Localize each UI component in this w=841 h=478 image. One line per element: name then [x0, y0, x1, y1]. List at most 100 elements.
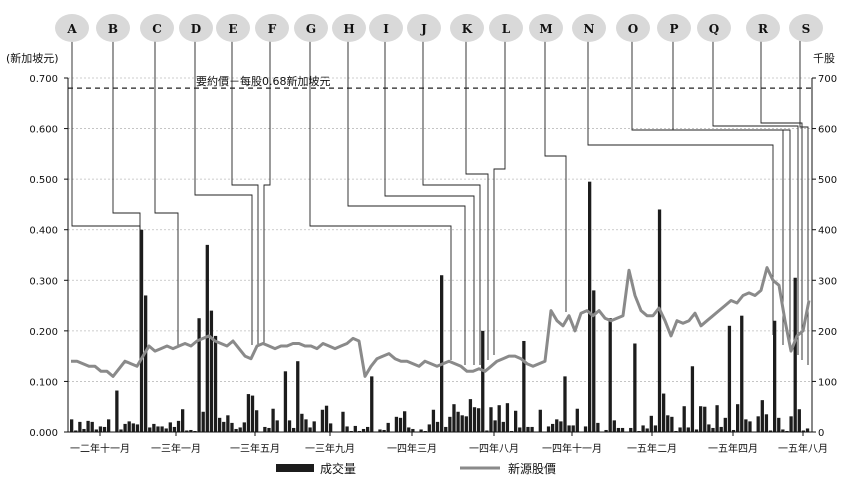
volume-bar — [801, 430, 806, 432]
event-label-s: S — [802, 22, 811, 36]
volume-bar — [411, 428, 415, 432]
legend-price-label: 新源股價 — [508, 461, 556, 476]
volume-bar — [583, 426, 588, 432]
volume-bar — [575, 408, 579, 432]
volume-bar — [168, 422, 172, 432]
volume-bar — [74, 430, 78, 432]
left-tick-label: 0.200 — [29, 327, 58, 338]
event-leader-b — [112, 38, 141, 360]
event-bubbles: A B C D E F G H I J K L M N O P Q R S — [55, 14, 823, 42]
volume-bar — [115, 390, 119, 432]
volume-bar — [209, 310, 214, 432]
volume-bar — [324, 405, 329, 432]
x-tick-label: 一四年八月 — [469, 442, 519, 455]
volume-bar — [678, 427, 682, 432]
volume-bar — [731, 429, 736, 432]
volume-bar — [604, 429, 608, 432]
event-leader-n — [587, 38, 774, 335]
event-leader-i — [384, 38, 475, 365]
left-tick-label: 0.700 — [29, 74, 58, 85]
volume-bar — [94, 429, 98, 432]
volume-bar — [789, 416, 793, 432]
x-tick-label: 一三年一月 — [151, 442, 201, 455]
volume-bar — [292, 427, 296, 432]
volume-bar — [329, 423, 333, 432]
volume-bar — [353, 425, 357, 432]
right-axis-title: 千股 — [813, 52, 835, 65]
volume-bar — [440, 275, 444, 432]
event-bubble-q — [697, 14, 731, 42]
volume-bar — [501, 421, 505, 432]
volume-bar — [70, 419, 74, 432]
volume-bar — [394, 416, 399, 432]
volume-bar — [366, 426, 370, 432]
volume-bar — [135, 424, 140, 432]
event-leader-lines — [71, 38, 809, 365]
event-bubble-n — [572, 14, 606, 42]
volume-bar — [773, 320, 777, 432]
x-tick-label: 一四年十一月 — [542, 442, 602, 455]
volume-bar — [431, 409, 436, 432]
event-leader-s — [799, 38, 809, 365]
volume-bar — [551, 423, 555, 432]
volume-bar — [271, 408, 275, 432]
event-bubble-p — [657, 14, 691, 42]
right-tick-label: 300 — [818, 276, 837, 287]
volume-bar — [370, 376, 374, 432]
volume-bar — [522, 340, 526, 432]
volume-bars — [70, 181, 810, 432]
right-tick-label: 600 — [818, 125, 837, 136]
event-label-r: R — [758, 22, 769, 36]
volume-bar — [472, 407, 477, 432]
volume-bar — [530, 426, 534, 432]
volume-bar — [493, 420, 497, 432]
volume-bar — [378, 429, 382, 432]
left-tick-label: 0.600 — [29, 125, 58, 136]
event-label-m: M — [539, 22, 552, 36]
event-label-e: E — [228, 22, 237, 36]
volume-bar — [797, 409, 801, 432]
event-leader-m — [544, 38, 567, 312]
volume-bar — [686, 427, 690, 432]
volume-bar — [119, 429, 123, 432]
volume-bar — [86, 420, 90, 432]
left-tick-label: 0.400 — [29, 226, 58, 237]
volume-bar — [805, 428, 810, 432]
event-leader-l — [493, 38, 506, 355]
event-leader-a — [71, 38, 141, 360]
volume-bar — [107, 419, 111, 432]
event-bubble-b — [96, 14, 130, 42]
volume-bar — [456, 411, 460, 432]
event-leader-f — [263, 38, 271, 345]
volume-bar — [444, 426, 448, 432]
left-tick-label: 0.500 — [29, 175, 58, 186]
volume-bar — [197, 318, 201, 432]
volume-bar — [514, 410, 518, 432]
volume-bar — [460, 415, 464, 432]
volume-bar — [641, 425, 645, 432]
volume-bar — [250, 395, 255, 432]
volume-bar — [152, 423, 156, 432]
volume-bar — [505, 403, 510, 432]
volume-bar — [690, 366, 695, 432]
volume-bar — [526, 426, 530, 432]
volume-bar — [555, 419, 559, 432]
event-label-h: H — [343, 22, 354, 36]
volume-bar — [222, 421, 226, 432]
event-leader-d — [194, 38, 253, 345]
right-tick-label: 500 — [818, 175, 837, 186]
volume-bar — [230, 422, 234, 432]
volume-bar — [164, 428, 168, 432]
event-bubble-a — [55, 14, 89, 42]
event-label-p: P — [669, 22, 678, 36]
event-bubble-j — [407, 14, 441, 42]
volume-bar — [781, 429, 785, 432]
volume-bar — [657, 209, 662, 432]
volume-bar — [275, 420, 279, 432]
volume-bar — [567, 425, 571, 432]
volume-bar — [649, 415, 653, 432]
volume-bar — [185, 430, 189, 432]
event-leader-p — [672, 38, 791, 350]
volume-bar — [90, 421, 94, 432]
volume-bar — [538, 409, 542, 432]
